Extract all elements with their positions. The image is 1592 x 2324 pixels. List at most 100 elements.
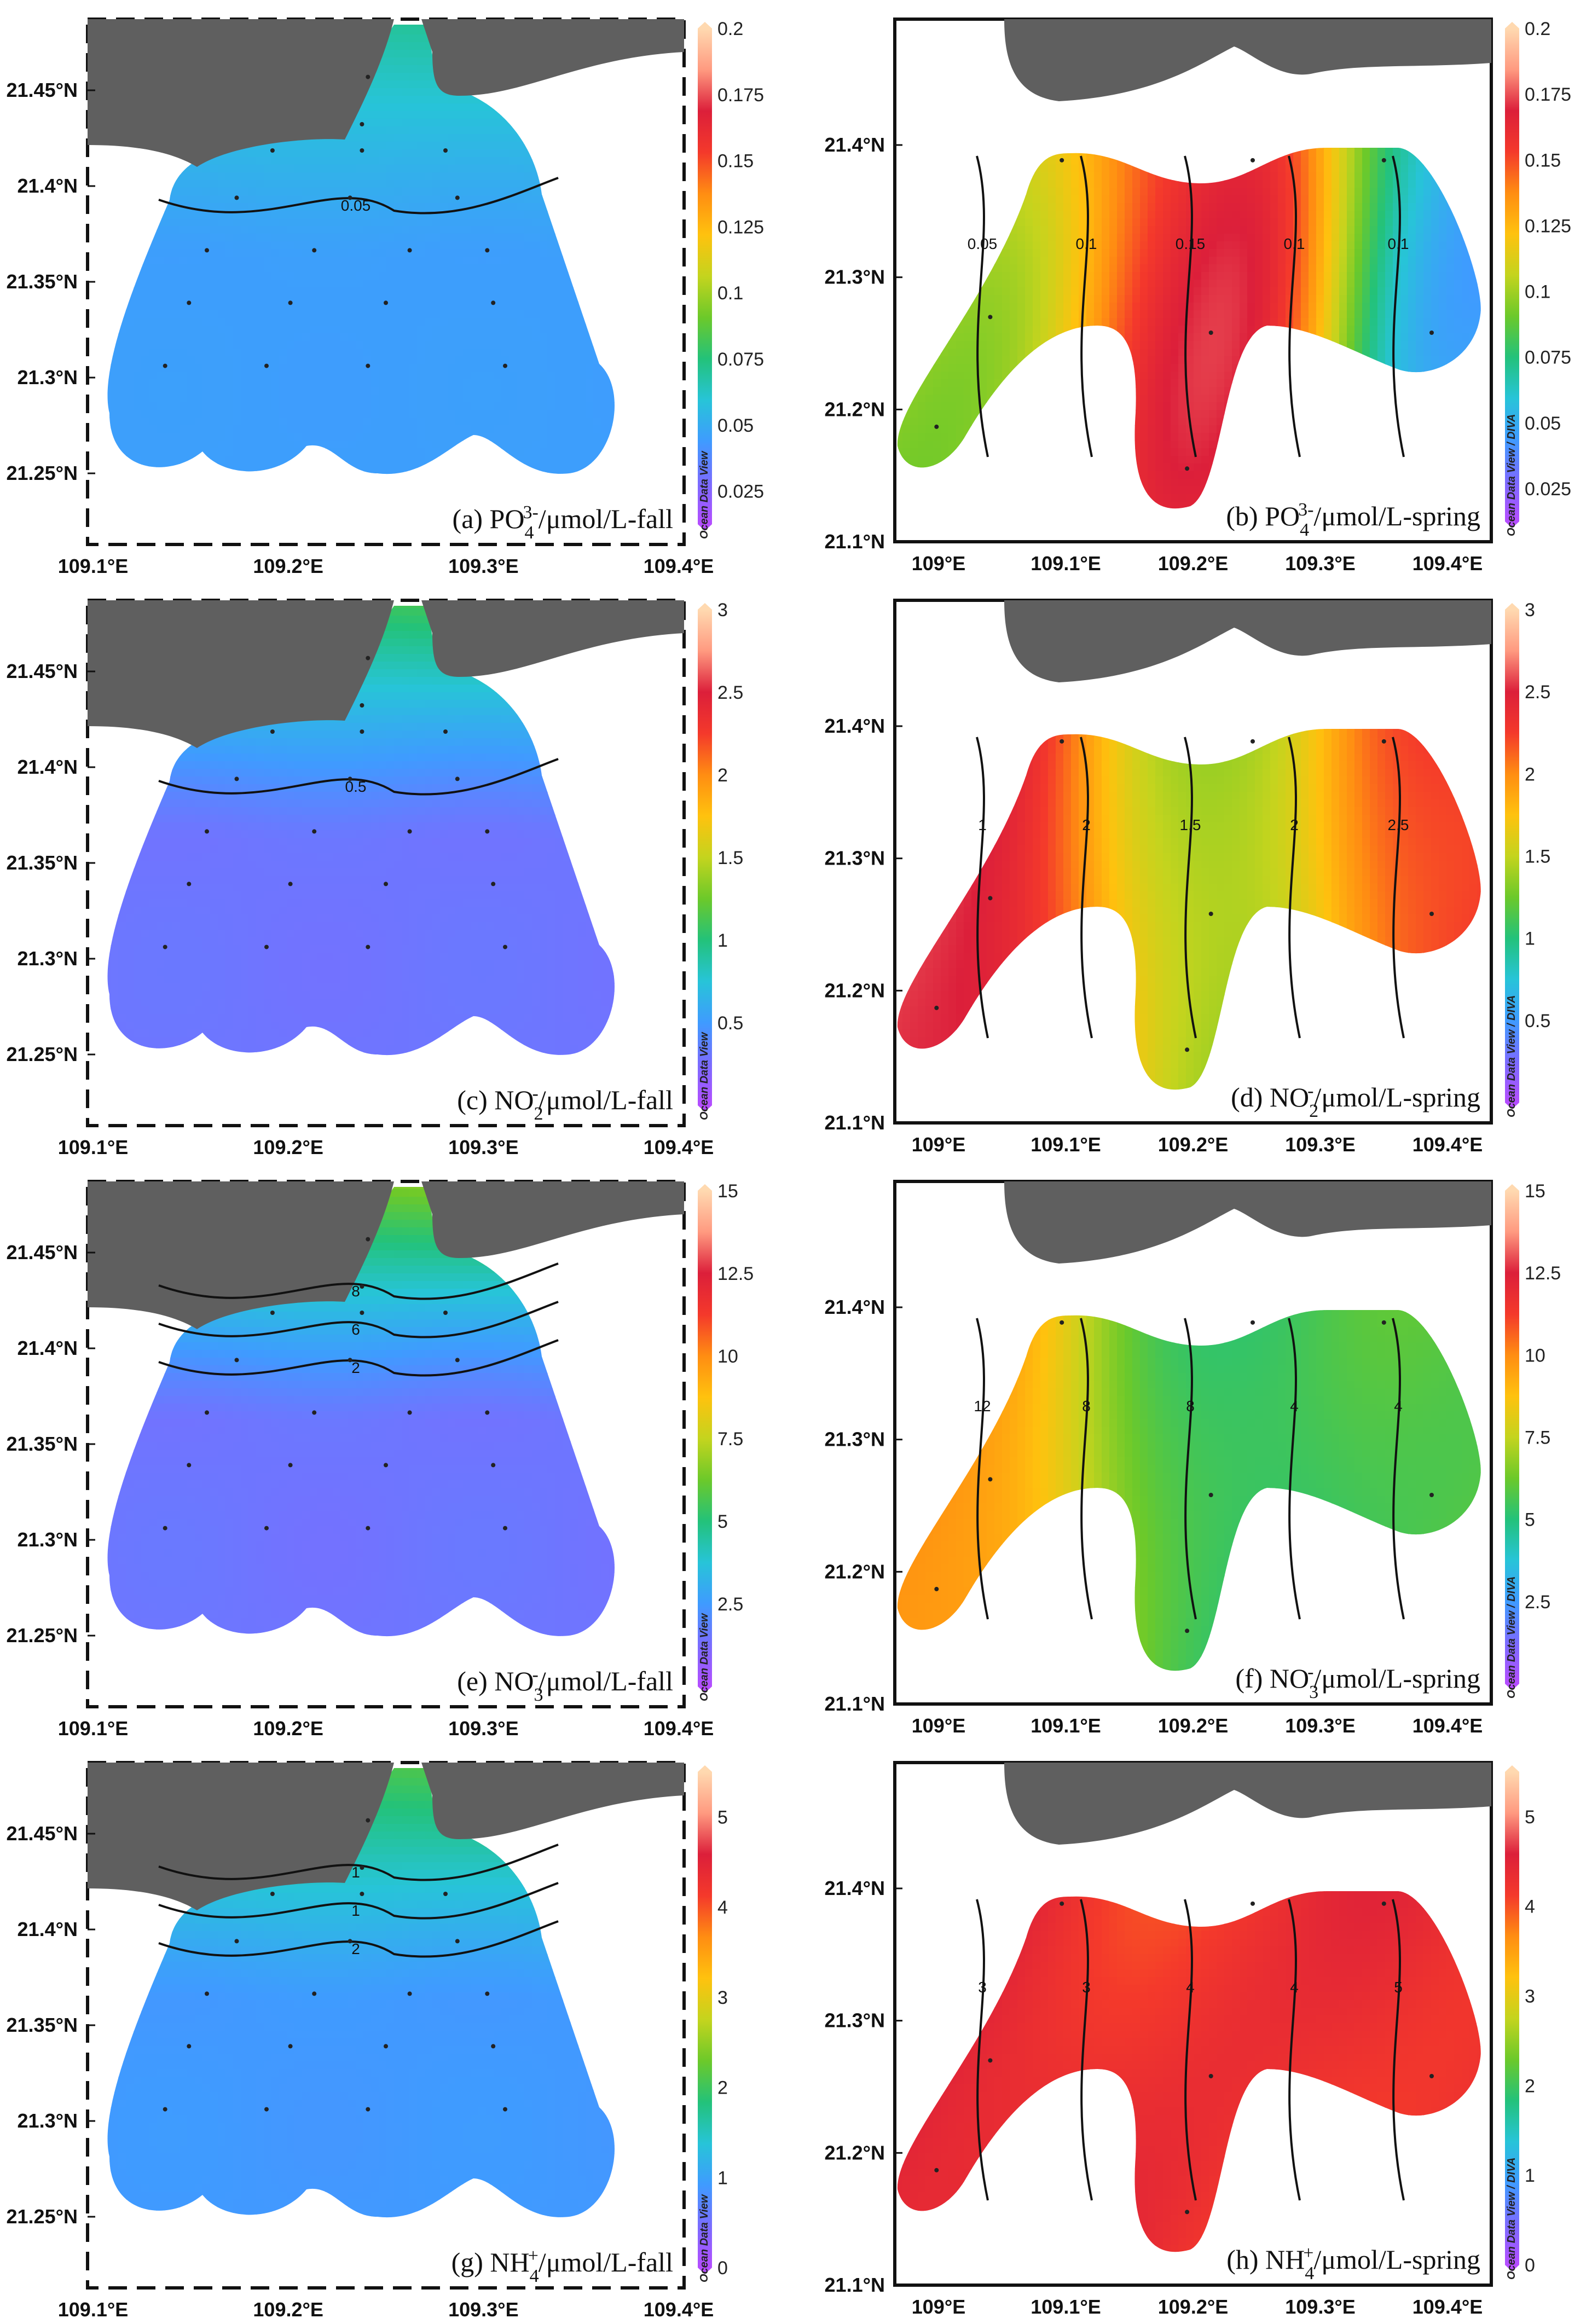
station-dot: [1185, 1628, 1190, 1633]
station-dot: [366, 1818, 370, 1823]
sampling-stations: [934, 158, 1434, 471]
contour-label: 3: [1082, 1979, 1091, 1996]
colorbar-tick-label: 0.5: [1525, 1011, 1550, 1031]
longitude-tick-label: 109.4°E: [1412, 1714, 1483, 1737]
colorbar-tick-label: 3: [717, 1987, 728, 2008]
colorbar-tick-label: 2: [1525, 764, 1535, 785]
colorbar-tick-label: 3: [1525, 1986, 1535, 2007]
contour-line: [158, 1301, 559, 1338]
colorbar-tick-label: 0.1: [1525, 282, 1550, 303]
colorbar: 5 4 3 2 1 0: [1505, 1765, 1535, 2276]
station-dot: [934, 1005, 939, 1010]
colorbar: 15 12.5 10 7.5 5 2.5: [698, 1181, 754, 1693]
contour-label: 4: [1290, 1979, 1299, 1996]
colorbar-tick-label: 0.125: [717, 217, 764, 237]
station-dot: [1185, 1047, 1190, 1052]
station-dot: [187, 2044, 192, 2049]
longitude-tick-label: 109.3°E: [448, 1136, 519, 1158]
latitude-tick-label: 21.2°N: [825, 2141, 885, 2164]
longitude-tick-label: 109°E: [912, 2296, 965, 2318]
contour-label: 4: [1186, 1979, 1195, 1996]
station-dot: [1251, 1320, 1255, 1325]
sampling-stations: [163, 74, 507, 368]
longitude-axis: 109.1°E 109.2°E 109.3°E 109.4°E: [58, 1717, 714, 1740]
map-panel-g: 2 1 1 (g) NH4+/μmol/L-fall 21.45°N 21.4°N 21.3…: [7, 1761, 728, 2321]
longitude-tick-label: 109.4°E: [1412, 1133, 1483, 1156]
longitude-tick-label: 109.2°E: [253, 1136, 323, 1158]
sampling-stations: [934, 1320, 1434, 1633]
contour-label: 4: [1394, 1398, 1403, 1415]
station-dot: [1251, 739, 1255, 744]
panel-caption: (b) PO43-/μmol/L-spring: [1226, 500, 1480, 540]
colorbar-tick-label: 3: [1525, 600, 1535, 621]
latitude-tick-label: 21.45°N: [7, 1241, 78, 1264]
colorbar-tick-label: 10: [717, 1346, 738, 1367]
latitude-axis: 21.4°N 21.3°N 21.2°N 21.1°N: [825, 1296, 902, 1715]
longitude-tick-label: 109.3°E: [448, 1717, 519, 1740]
longitude-tick-label: 109.1°E: [1031, 1714, 1101, 1737]
station-dot: [455, 1939, 460, 1944]
latitude-tick-label: 21.3°N: [18, 2109, 78, 2132]
colorbar-tick-label: 0.5: [717, 1013, 743, 1034]
latitude-tick-label: 21.2°N: [825, 979, 885, 1001]
longitude-tick-label: 109°E: [912, 1714, 965, 1737]
colorbar-tick-label: 2: [717, 765, 728, 786]
longitude-tick-label: 109.4°E: [644, 1717, 714, 1740]
longitude-tick-label: 109.1°E: [1031, 2296, 1101, 2318]
station-dot: [205, 1410, 209, 1415]
latitude-tick-label: 21.1°N: [825, 1693, 885, 1715]
station-dot: [163, 2107, 167, 2112]
longitude-axis: 109.1°E 109.2°E 109.3°E 109.4°E: [58, 555, 714, 577]
station-dot: [384, 2044, 388, 2049]
station-dot: [1381, 1901, 1386, 1906]
software-credit: Ocean Data View / DIVA: [1506, 995, 1518, 1117]
station-dot: [384, 882, 388, 886]
land-mass: [1004, 19, 1491, 101]
latitude-tick-label: 21.3°N: [18, 947, 78, 970]
panel-caption: (g) NH4+/μmol/L-fall: [451, 2246, 673, 2286]
station-dot: [205, 1991, 209, 1996]
latitude-tick-label: 21.35°N: [7, 1433, 78, 1455]
station-dot: [407, 248, 412, 253]
station-dot: [934, 424, 939, 429]
station-dot: [503, 944, 507, 949]
station-dot: [187, 882, 192, 886]
contour-lines: 12 8 8 4 4: [974, 1318, 1405, 1620]
station-dot: [443, 1892, 448, 1896]
station-dot: [234, 195, 239, 200]
latitude-tick-label: 21.3°N: [18, 366, 78, 389]
station-dot: [1060, 1320, 1064, 1325]
longitude-tick-label: 109.2°E: [253, 555, 323, 577]
station-dot: [1429, 331, 1434, 335]
station-dot: [934, 1586, 939, 1591]
latitude-tick-label: 21.35°N: [7, 270, 78, 293]
station-dot: [407, 1410, 412, 1415]
colorbar-tick-label: 2.5: [717, 1594, 743, 1615]
contour-label: 0.1: [1284, 235, 1305, 252]
software-credit: Ocean Data View / DIVA: [1506, 2158, 1518, 2280]
latitude-tick-label: 21.25°N: [7, 1624, 78, 1647]
latitude-axis: 21.4°N 21.3°N 21.2°N 21.1°N: [825, 715, 902, 1134]
station-dot: [1208, 331, 1213, 335]
contour-label: 8: [1186, 1398, 1195, 1415]
station-dot: [163, 1526, 167, 1531]
panel-caption: (c) NO2-/μmol/L-fall: [457, 1083, 673, 1124]
station-dot: [988, 315, 993, 320]
longitude-tick-label: 109.1°E: [58, 555, 129, 577]
contour-label: 1: [351, 1864, 360, 1881]
station-dot: [348, 1939, 352, 1944]
contour-line: [158, 1844, 559, 1881]
contour-line: [158, 177, 559, 215]
station-dot: [503, 363, 507, 368]
station-dot: [288, 882, 293, 886]
contour-label: 4: [1290, 1398, 1299, 1415]
station-dot: [270, 148, 275, 153]
station-dot: [366, 2107, 370, 2112]
station-dot: [360, 122, 364, 126]
station-dot: [163, 363, 167, 368]
colorbar: 5 4 3 2 1 0: [698, 1765, 728, 2279]
software-credit: Ocean Data View: [698, 1031, 710, 1120]
station-dot: [348, 195, 352, 200]
longitude-axis: 109.1°E 109.2°E 109.3°E 109.4°E: [58, 2298, 714, 2321]
contour-line: [1080, 1318, 1093, 1620]
